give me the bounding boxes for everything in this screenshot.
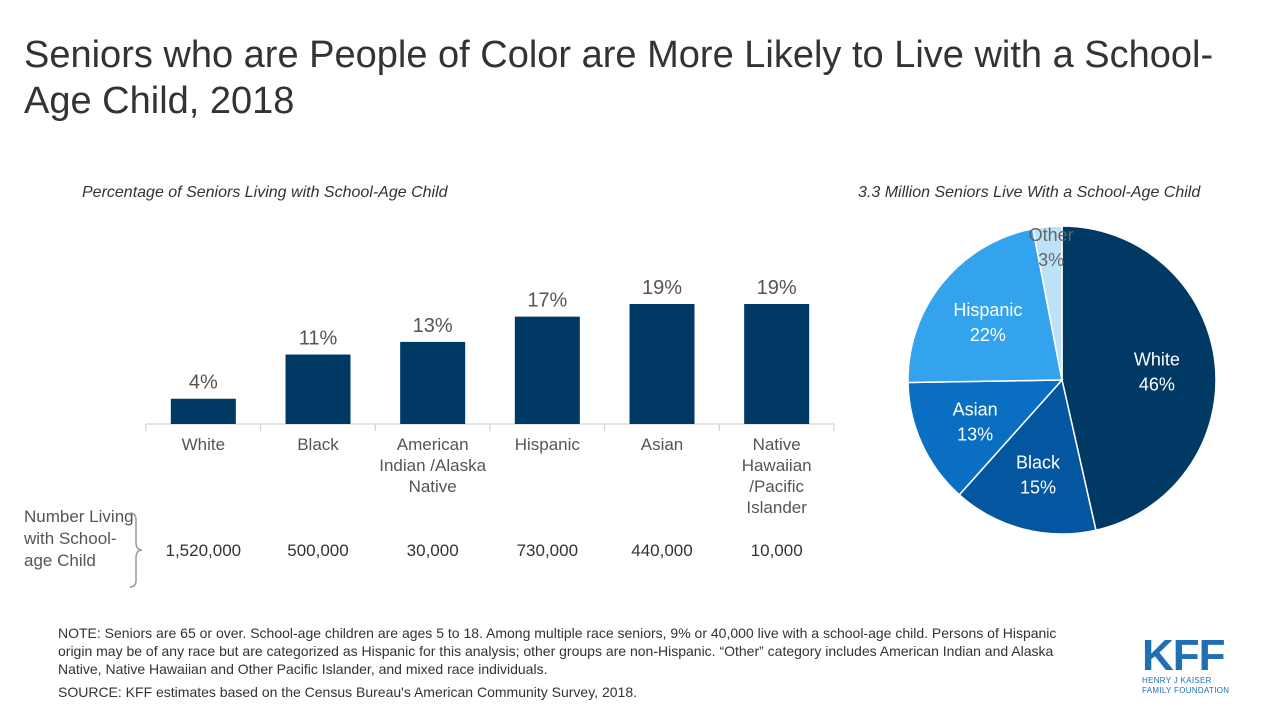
bar-data-label: 19% <box>642 277 682 299</box>
pie-slice-label: Hispanic <box>953 300 1022 320</box>
logo-mark: KFF <box>1142 631 1226 680</box>
category-label: American Indian /Alaska Native <box>379 435 487 496</box>
pie-slice <box>907 379 1064 496</box>
pie-chart-svg: White 46% Black 15% Asian 13% Hispanic 22% Other… <box>907 225 1217 535</box>
pie-slice-value: 3% <box>1038 250 1064 270</box>
brace-icon <box>129 512 143 588</box>
pie-slice-value: 15% <box>1020 477 1056 497</box>
bar-data-label: 13% <box>413 315 453 337</box>
pie-slice-label: Other <box>1029 225 1074 245</box>
note-text: NOTE: Seniors are 65 or over. School-age… <box>58 625 1057 677</box>
logo-line-1: HENRY J KAISER <box>1142 676 1212 685</box>
pie-slice <box>1031 225 1063 381</box>
count-value: 440,000 <box>631 541 693 560</box>
bar <box>285 354 351 424</box>
category-label: White <box>181 435 226 454</box>
pie-slice-value: 22% <box>970 325 1006 345</box>
bar-data-label: 11% <box>299 328 338 350</box>
category-label: Asian <box>640 435 684 454</box>
bar <box>744 304 810 424</box>
bar <box>514 316 580 424</box>
count-value: 30,000 <box>406 541 459 560</box>
page-title: Seniors who are People of Color are More… <box>24 34 1214 122</box>
bar-data-label: 17% <box>527 290 567 312</box>
bar <box>170 398 236 424</box>
logo-line-2: FAMILY FOUNDATION <box>1142 686 1230 695</box>
category-label: Black <box>297 435 339 454</box>
pie-slice-value: 46% <box>1139 374 1175 394</box>
pie-slice-label: White <box>1134 349 1180 369</box>
bar-chart-subtitle: Percentage of Seniors Living with School… <box>82 184 448 201</box>
bar-chart-svg: 4% 11% 13% 17% 19% 19% <box>145 277 835 431</box>
source-text: SOURCE: KFF estimates based on the Censu… <box>58 684 637 700</box>
pie-slice <box>907 227 1063 384</box>
pie-slice <box>958 378 1097 535</box>
pie-chart: White 46% Black 15% Asian 13% Hispanic 22% Other… <box>880 200 1250 560</box>
count-value: 1,520,000 <box>165 541 242 560</box>
bar-data-label: 19% <box>757 277 797 299</box>
bar <box>629 304 695 424</box>
category-label: Hispanic <box>514 435 580 454</box>
count-value: 500,000 <box>287 541 349 560</box>
bar-chart: 4% 11% 13% 17% 19% 19% White Black American Ind… <box>145 277 835 517</box>
pie-slice-label: Asian <box>953 400 998 420</box>
bar-data-label: 4% <box>189 372 218 394</box>
pie-chart-subtitle: 3.3 Million Seniors Live With a School-A… <box>858 184 1201 201</box>
bar <box>400 341 466 424</box>
pie-slice <box>1061 225 1217 532</box>
pie-slice-value: 13% <box>957 425 993 445</box>
count-row-label: Number Living with School-age Child <box>24 507 134 570</box>
kff-logo: KFF HENRY J KAISER FAMILY FOUNDATION <box>1142 631 1242 700</box>
count-value: 10,000 <box>750 541 803 560</box>
pie-slice-label: Black <box>1016 452 1061 472</box>
count-value: 730,000 <box>516 541 579 560</box>
category-label: Native Hawaiian /Pacific Islander <box>741 435 812 517</box>
